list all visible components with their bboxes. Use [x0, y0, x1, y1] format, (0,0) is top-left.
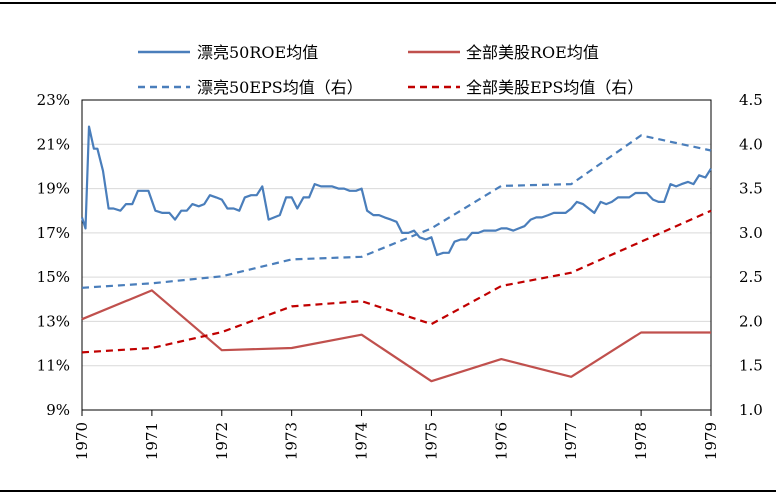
left-tick-label: 17% [37, 224, 70, 242]
series-line-1 [80, 125, 712, 257]
left-tick-label: 9% [46, 401, 70, 419]
legend-label: 漂亮50ROE均值 [197, 43, 318, 62]
left-tick-label: 11% [37, 357, 70, 375]
right-tick-label: 3.5 [739, 180, 763, 198]
plot-area-frame [81, 99, 712, 411]
x-tick-label: 1972 [213, 422, 231, 460]
x-tick-label: 1975 [422, 422, 440, 460]
right-tick-label: 1.5 [739, 357, 763, 375]
frame-top-rule [0, 2, 776, 4]
series-line-2 [81, 289, 711, 383]
x-tick-label: 1974 [353, 422, 371, 460]
x-tick-label: 1977 [562, 422, 580, 460]
right-tick-label: 2.0 [739, 312, 763, 330]
series-layer [80, 125, 712, 383]
right-tick-label: 2.5 [739, 268, 763, 286]
grid-lines [82, 99, 711, 411]
left-tick-label: 13% [37, 312, 70, 330]
left-tick-label: 15% [37, 268, 70, 286]
left-tick-label: 21% [37, 135, 70, 153]
x-tick-label: 1970 [73, 422, 91, 460]
x-tick-label: 1978 [632, 422, 650, 460]
right-tick-label: 4.0 [739, 135, 763, 153]
left-tick-label: 19% [37, 180, 70, 198]
x-axis: 1970 1971 1972 1973 1974 1975 1976 1977 1978 1979 [73, 410, 720, 460]
legend-label: 漂亮50EPS均值（右） [197, 78, 363, 97]
series-line-3 [81, 134, 712, 289]
left-tick-label: 23% [37, 91, 70, 109]
left-axis: 9% 11% 13% 15% 17% 19% 21% 23% [37, 91, 70, 419]
series-line-4 [81, 209, 712, 354]
legend-label: 全部美股EPS均值（右） [466, 78, 643, 97]
right-tick-label: 4.5 [739, 91, 763, 109]
right-tick-label: 3.0 [739, 224, 763, 242]
x-tick-label: 1973 [283, 422, 301, 460]
x-tick-label: 1971 [143, 422, 161, 460]
right-axis: 1.0 1.5 2.0 2.5 3.0 3.5 4.0 4.5 [739, 91, 763, 419]
frame-bottom-rule [0, 490, 776, 492]
x-tick-label: 1976 [492, 422, 510, 460]
legend-label: 全部美股ROE均值 [466, 43, 599, 62]
x-tick-label: 1979 [702, 422, 720, 460]
right-tick-label: 1.0 [739, 401, 763, 419]
